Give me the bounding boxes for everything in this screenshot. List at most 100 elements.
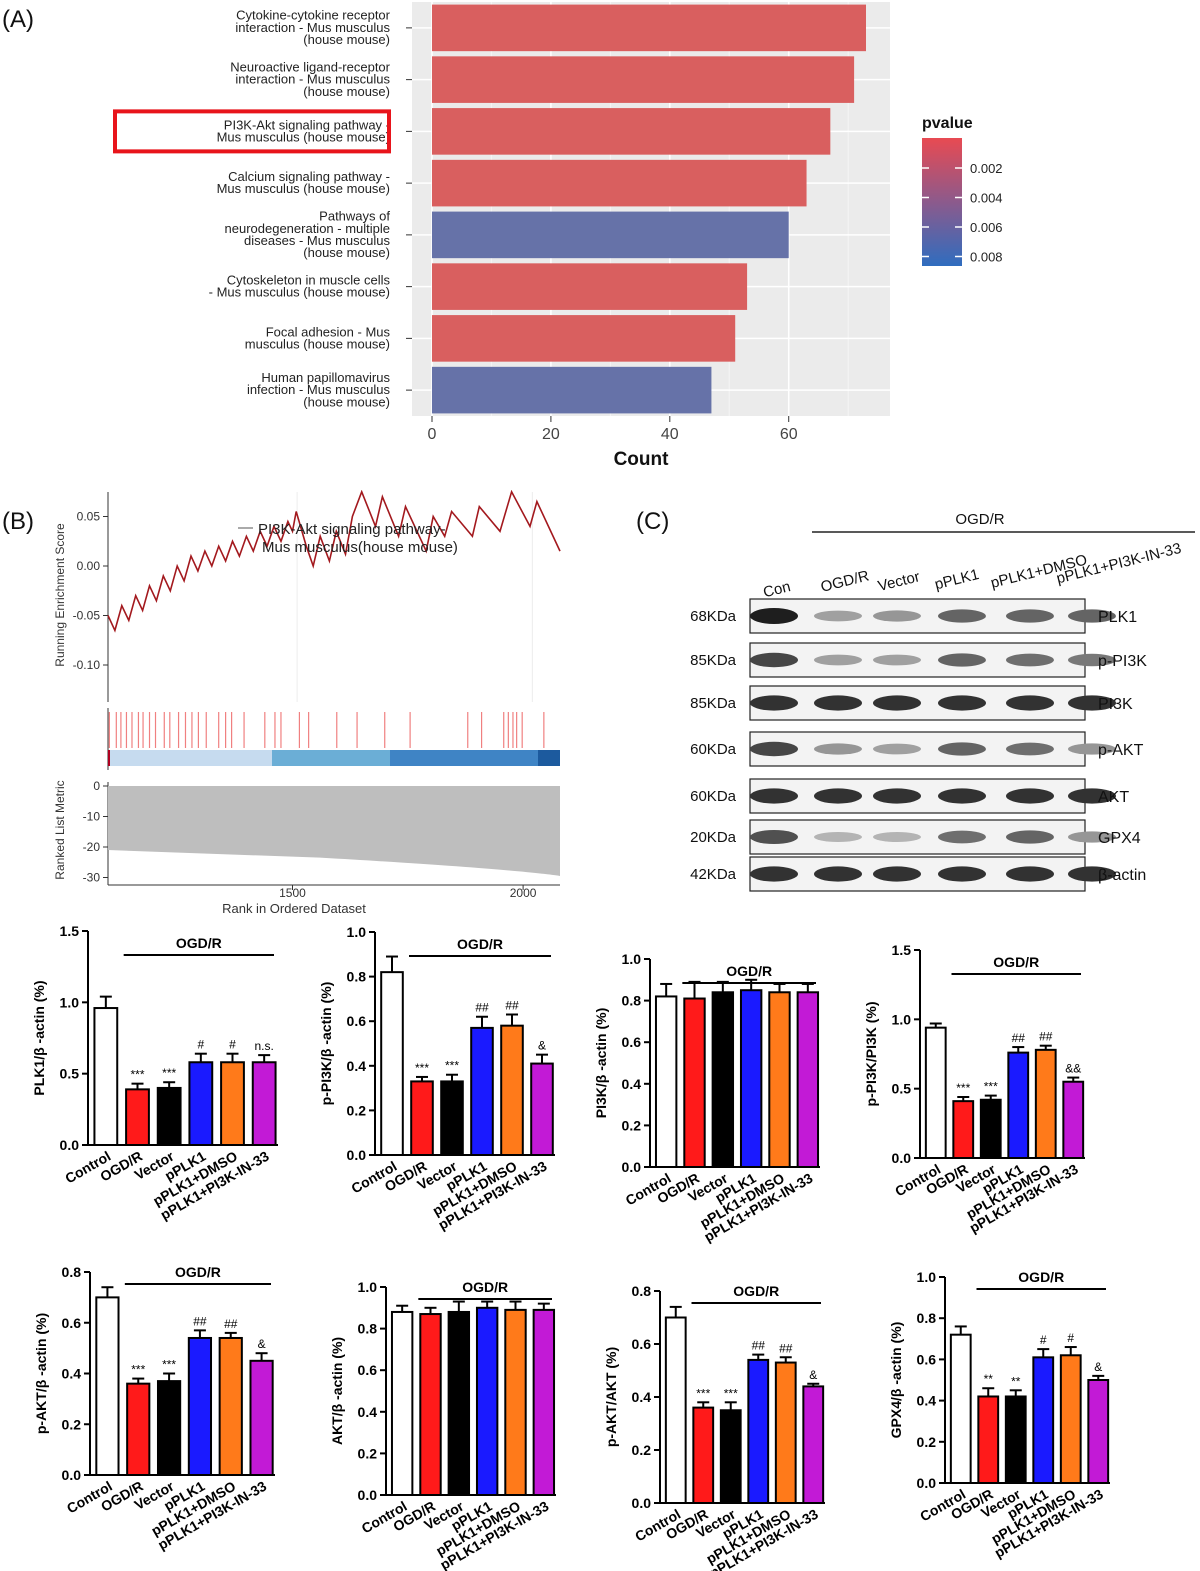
group-label: OGD/R (1018, 1269, 1064, 1285)
bar-D5-5 (249, 1359, 274, 1476)
bar-D3-5 (796, 991, 820, 1168)
band (814, 743, 862, 755)
protein-label: AKT (1098, 789, 1129, 806)
band (814, 610, 862, 622)
y-tick-label: 0.6 (347, 1013, 367, 1029)
bar-D1-4 (220, 1061, 245, 1146)
y-tick-label: -0.05 (73, 609, 101, 623)
bar-2 (432, 108, 831, 155)
strip-start (108, 750, 110, 766)
band (938, 609, 986, 623)
band (938, 830, 986, 844)
y-tick-label: 0.8 (358, 1321, 378, 1337)
y-tick-label: 0.4 (358, 1404, 378, 1420)
legend-tick-label: 0.006 (970, 220, 1003, 235)
bar-D8-2 (1004, 1395, 1027, 1485)
significance-mark: ## (752, 1339, 766, 1353)
significance-mark: *** (445, 1059, 459, 1073)
bar-D2-2 (440, 1080, 464, 1156)
y-tick-label: 1.0 (892, 1011, 912, 1027)
band (873, 866, 921, 882)
y-axis-title-D6: AKT/β -actin (%) (329, 1337, 345, 1445)
bar-D5-2 (156, 1380, 182, 1476)
band (1068, 695, 1116, 711)
bar-D6-3 (475, 1306, 499, 1496)
y-tick-label: 0.2 (62, 1416, 82, 1432)
y-tick-label: 0.05 (77, 510, 101, 524)
significance-mark: & (809, 1368, 817, 1382)
legend-tick-label: 0.004 (970, 191, 1003, 206)
significance-mark: ## (779, 1341, 793, 1355)
significance-mark: *** (130, 1068, 144, 1082)
legend-title: pvalue (922, 115, 973, 132)
bar-D6-2 (447, 1310, 471, 1496)
bar-6 (432, 315, 736, 362)
y-tick-label: 0.0 (622, 1159, 642, 1175)
mw-label: 68KDa (690, 608, 737, 625)
mw-label: 42KDa (690, 866, 737, 883)
band (873, 695, 921, 711)
y-axis-title-D4: p-PI3K/PI3K (%) (863, 1001, 879, 1106)
band (1068, 831, 1116, 843)
y-tick-label: 1.0 (622, 951, 642, 967)
mw-label: 60KDa (690, 741, 737, 758)
bottom-y-axis-title: Ranked List Metric (53, 780, 67, 879)
significance-mark: *** (696, 1386, 710, 1400)
category-label-1: Neuroactive ligand-receptor (230, 59, 390, 74)
significance-mark: && (1065, 1062, 1081, 1076)
significance-mark: # (229, 1038, 236, 1052)
band (873, 610, 921, 622)
bar-D2-5 (530, 1062, 554, 1157)
bar-D2-1 (410, 1080, 434, 1156)
category-label-2: PI3K-Akt signaling pathway - (224, 117, 390, 132)
group-label: OGD/R (176, 935, 222, 951)
bar-1 (432, 56, 855, 103)
bar-D7-4 (774, 1361, 797, 1504)
mw-label: 85KDa (690, 652, 737, 669)
category-label-7: Human papillomavirus (261, 370, 390, 385)
category-label-3: Calcium signaling pathway - (228, 169, 390, 184)
gsea-enrichment-plot: 0.05 0.00 -0.05 -0.10 Running Enrichment Sco… (53, 490, 561, 916)
significance-mark: ## (1012, 1031, 1026, 1045)
bar-D3-3 (739, 989, 763, 1168)
band (814, 832, 862, 842)
bar-D5-3 (187, 1336, 213, 1476)
category-label-2: Mus musculus (house mouse) (217, 129, 390, 144)
significance-mark: n.s. (254, 1039, 273, 1053)
band (938, 695, 986, 711)
group-label: OGD/R (733, 1283, 779, 1299)
band (873, 788, 921, 804)
legend-colorbar (922, 138, 962, 266)
band (814, 788, 862, 804)
bar-D7-2 (719, 1409, 742, 1504)
bar-D1-0 (93, 1007, 119, 1147)
y-tick-label: 0.5 (60, 1066, 80, 1082)
y-tick-label: 0.4 (917, 1393, 937, 1409)
protein-label: GPX4 (1098, 830, 1141, 847)
bar-D7-3 (747, 1358, 770, 1504)
significance-mark: ## (505, 999, 519, 1013)
y-tick-label: 0.6 (358, 1362, 378, 1378)
y-tick-label: 0.0 (62, 1467, 82, 1483)
bar-D8-3 (1032, 1356, 1055, 1484)
category-label-0: Cytokine-cytokine receptor (236, 8, 391, 23)
significance-mark: ** (1011, 1374, 1021, 1388)
y-tick-label: 0.0 (60, 1137, 80, 1153)
y-tick-label: 0.2 (347, 1102, 367, 1118)
ogdr-label: OGD/R (955, 511, 1004, 528)
y-tick-label: 0.0 (347, 1147, 367, 1163)
y-tick-label: 1.0 (60, 994, 80, 1010)
y-tick-label: 0.00 (77, 559, 101, 573)
y-tick-label: -10 (83, 810, 101, 824)
bar-D6-1 (419, 1313, 442, 1497)
bar-D6-4 (504, 1308, 527, 1496)
bar-D7-5 (802, 1385, 825, 1504)
annotation-line-2: Mus musculus(house mouse) (262, 539, 458, 556)
y-tick-label: 0 (93, 779, 100, 793)
y-axis-title-D8: GPX4/β -actin (%) (888, 1322, 904, 1439)
band (938, 653, 986, 667)
bar-D8-1 (977, 1395, 1000, 1485)
bar-D7-1 (692, 1406, 715, 1505)
